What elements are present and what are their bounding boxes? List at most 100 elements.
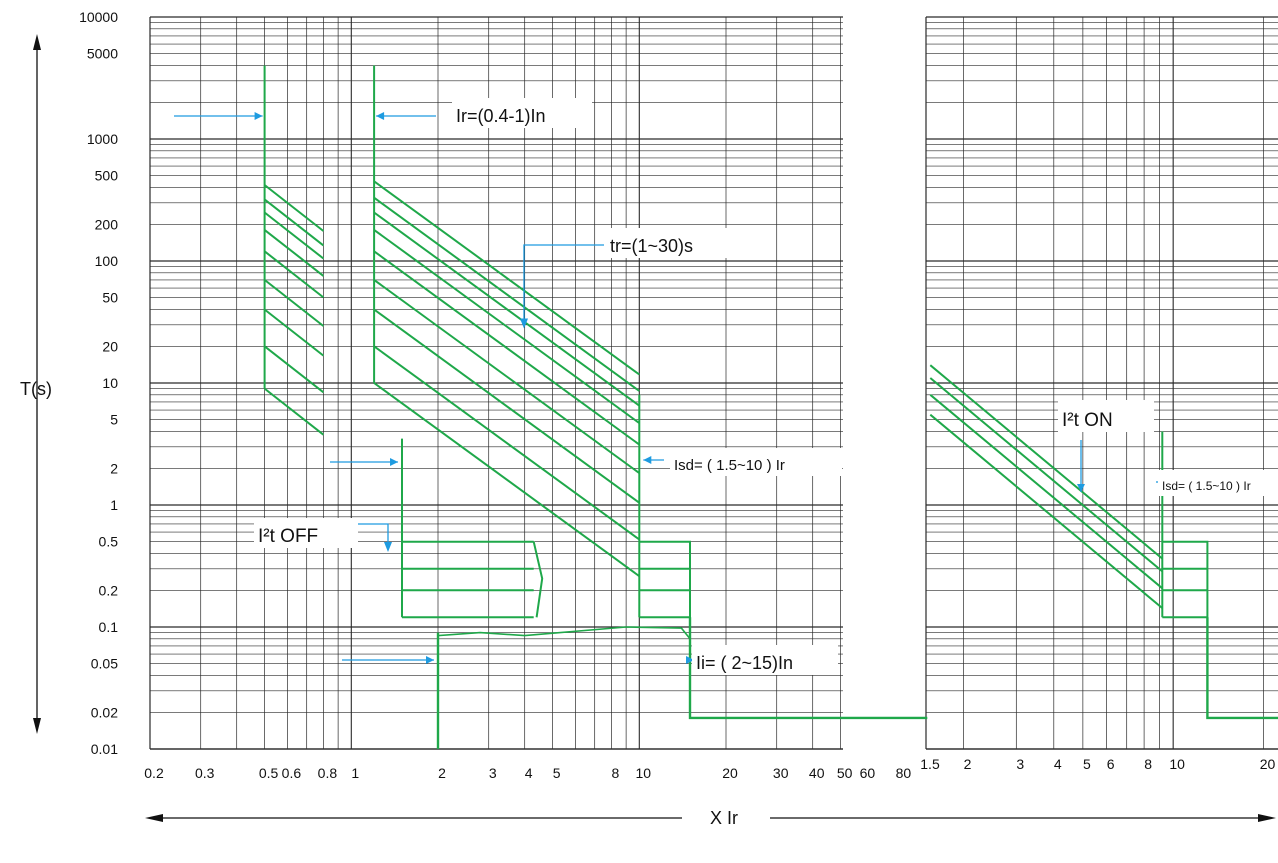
annotation-ii: Ii= ( 2~15)In <box>696 653 793 673</box>
y-tick-label: 20 <box>102 338 118 354</box>
y-axis-arrow-head <box>33 718 41 734</box>
x-tick-label: 10 <box>636 765 652 781</box>
i2t-off-arrow <box>358 523 389 546</box>
annotation-isd-on-bg <box>1158 470 1276 496</box>
y-tick-label: 1000 <box>87 131 118 147</box>
y-tick-label: 100 <box>95 253 119 269</box>
x-tick-label: 3 <box>1016 756 1024 772</box>
on-inst-tail <box>1206 617 1278 720</box>
band1-tr-curve <box>263 308 325 357</box>
x-axis-arrow-head <box>145 814 163 822</box>
x-tick-label: 0.5 <box>259 765 279 781</box>
band2-tr-curve <box>373 279 640 474</box>
x-tick-label: 1 <box>351 765 359 781</box>
on-i2t-curve <box>929 394 1163 590</box>
x-tick-label: 4 <box>525 765 533 781</box>
x-tick-label: 5 <box>553 765 561 781</box>
band1-tr-curve <box>263 198 325 247</box>
x-axis-label: X Ir <box>710 808 738 828</box>
y-tick-label: 0.1 <box>99 619 119 635</box>
isd-arrow-right-head <box>643 456 652 464</box>
x-tick-label: 0.2 <box>144 765 164 781</box>
band1-tr-curve <box>263 211 325 260</box>
x-tick-label: 1.5 <box>920 756 940 772</box>
y-tick-label: 5 <box>110 412 118 428</box>
i2t-on-arrow-head <box>1077 484 1085 492</box>
annotation-isd-on: Isd= ( 1.5~10 ) Ir <box>1162 479 1251 493</box>
y-tick-label: 10000 <box>79 9 118 25</box>
isd-arrow-left-head <box>390 458 399 466</box>
y-tick-label: 0.2 <box>99 582 119 598</box>
labels-layer: 10000 5000 1000 500 200 100 50 20 10 5 2 1 0.5 0.2 0.1… <box>20 9 1276 828</box>
x-tick-label: 20 <box>722 765 738 781</box>
x-tick-label: 2 <box>964 756 972 772</box>
band1-tr-curve <box>263 229 325 277</box>
x-tick-label: 6 <box>1107 756 1115 772</box>
x-tick-label: 8 <box>1144 756 1152 772</box>
inst-curve <box>437 626 691 749</box>
x-tick-label: 10 <box>1169 756 1185 772</box>
grid-layer <box>149 16 1278 750</box>
y-tick-label: 0.01 <box>91 741 118 757</box>
x-tick-label: 40 <box>809 765 825 781</box>
inst-tail <box>688 617 928 720</box>
x-tick-label: 20 <box>1260 756 1276 772</box>
band2-tr-curve <box>373 196 640 392</box>
y-tick-label: 1 <box>110 497 118 513</box>
annotation-i2t-off-bg <box>254 518 358 548</box>
y-tick-label: 50 <box>102 290 118 306</box>
band1-tr-curve <box>263 387 325 436</box>
annotation-ir: Ir=(0.4-1)In <box>456 106 546 126</box>
band2-tr-curve <box>373 229 640 424</box>
annotation-tr: tr=(1~30)s <box>610 236 693 256</box>
st-box-edge <box>532 541 544 618</box>
band2-tr-curve <box>373 382 640 578</box>
y-tick-label: 0.02 <box>91 704 118 720</box>
tr-arrow-head <box>520 318 528 329</box>
x-tick-label: 60 <box>860 765 876 781</box>
annotation-tr-bg <box>606 228 736 258</box>
ir-arrow-left-head <box>254 112 263 120</box>
st-box-right <box>639 540 691 619</box>
on-i2t-curve <box>929 413 1163 609</box>
x-tick-label: 4 <box>1054 756 1062 772</box>
y-tick-label: 0.5 <box>99 534 119 550</box>
on-i2t-curve <box>929 364 1163 560</box>
curves-layer <box>263 65 1278 749</box>
band1-tr-curve <box>263 250 325 299</box>
tr-arrow <box>523 244 604 325</box>
ii-arrow-left-head <box>426 656 434 664</box>
y-tick-label: 10 <box>102 375 118 391</box>
y-tick-label: 2 <box>110 460 118 476</box>
x-tick-label: 50 <box>837 765 853 781</box>
annotation-ir-bg <box>452 98 592 128</box>
x-tick-label: 8 <box>611 765 619 781</box>
ir-arrow-right-head <box>376 112 385 120</box>
x-axis-arrow-head <box>1258 814 1276 822</box>
x-tick-label: 0.8 <box>318 765 338 781</box>
band1-tr-curve <box>263 184 325 232</box>
band1-tr-curve <box>263 345 325 394</box>
band2-tr-curve <box>373 345 640 541</box>
annotation-i2t-on-bg <box>1058 400 1154 432</box>
y-tick-label: 200 <box>95 216 119 232</box>
band1-tr-curve <box>263 279 325 327</box>
annotation-isd: Isd= ( 1.5~10 ) Ir <box>674 457 785 474</box>
annotation-ii-bg <box>692 645 838 675</box>
band2-tr-curve <box>373 308 640 504</box>
y-tick-label: 5000 <box>87 46 118 62</box>
x-tick-label: 30 <box>773 765 789 781</box>
on-st-box <box>1162 540 1209 619</box>
on-i2t-curve <box>929 377 1163 573</box>
y-axis-arrow-head <box>33 34 41 50</box>
x-tick-label: 3 <box>489 765 497 781</box>
i2t-off-arrow-head <box>384 542 392 552</box>
annotation-i2t-off: I²t OFF <box>258 526 318 547</box>
band2-tr-curve <box>373 211 640 407</box>
x-tick-label: 0.6 <box>282 765 302 781</box>
annotation-layer: Ir=(0.4-1)In tr=(1~30)s Isd= ( 1.5~10 ) Ir… <box>33 34 1276 822</box>
y-tick-label: 500 <box>95 168 119 184</box>
x-tick-label: 5 <box>1083 756 1091 772</box>
